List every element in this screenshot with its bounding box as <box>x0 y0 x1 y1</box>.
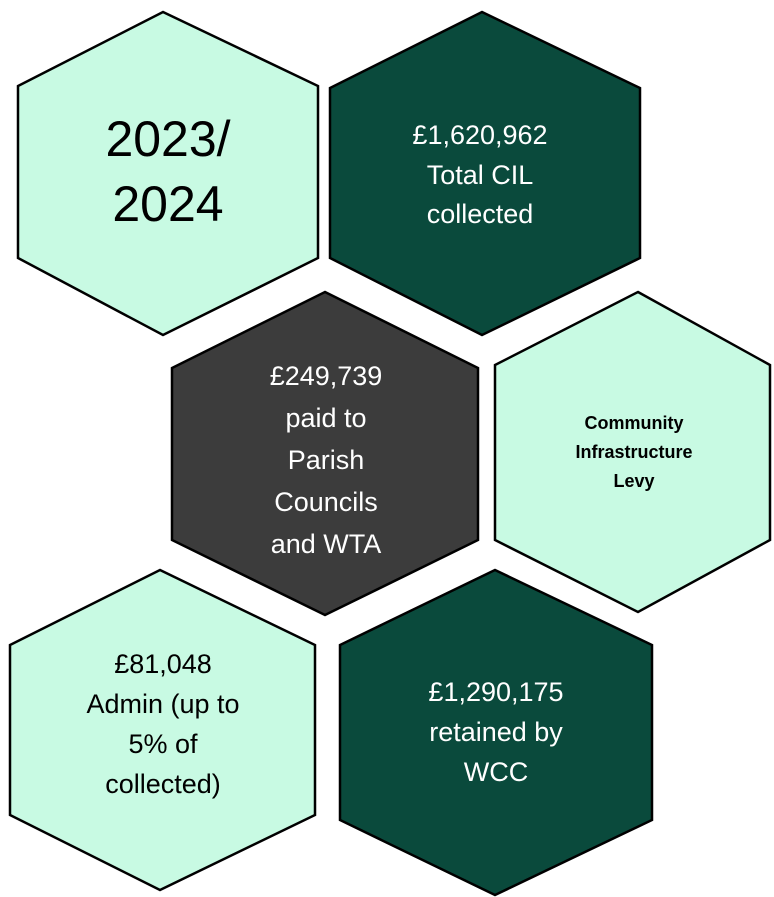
hexagon: £1,290,175 retained by WCC <box>338 568 654 897</box>
hexagon-text: 2024 <box>112 176 223 232</box>
hexagon-text: collected) <box>105 769 221 799</box>
hexagon: £1,620,962 Total CIL collected <box>328 10 642 337</box>
hexagon: £81,048 Admin (up to 5% of collected) <box>8 568 317 892</box>
hexagon-text: £81,048 <box>114 649 212 679</box>
hexagon-text: Admin (up to <box>86 689 239 719</box>
hexagon-shape <box>328 10 642 337</box>
hexagon-shape <box>338 568 654 897</box>
hexagon-text: paid to <box>285 403 366 433</box>
hexagon-text: and WTA <box>271 529 382 559</box>
hexagon-text: 2023/ <box>105 111 230 167</box>
hexagon-text: £249,739 <box>270 361 383 391</box>
hexagon-text: Parish <box>288 445 365 475</box>
hexagon-text: £1,620,962 <box>412 120 547 150</box>
hexagon-shape <box>493 290 772 614</box>
hexagon-text: Total CIL <box>427 160 534 190</box>
hexagon: Community Infrastructure Levy <box>493 290 772 614</box>
hexagon-shape <box>8 568 317 892</box>
hexagon-text: collected <box>427 199 534 229</box>
hexagon-text: Levy <box>613 471 654 491</box>
hexagon: 2023/ 2024 <box>16 10 320 337</box>
hexagon-text: Councils <box>274 487 378 517</box>
hexagon-text: retained by <box>429 717 563 747</box>
hexagon-shape <box>170 290 480 617</box>
hexagon-text: WCC <box>464 757 528 787</box>
hexagon-text: Infrastructure <box>575 442 692 462</box>
hexagon-text: 5% of <box>128 729 198 759</box>
hexagon-text: £1,290,175 <box>428 677 563 707</box>
hexagon-shape <box>16 10 320 337</box>
hexagon: £249,739 paid to Parish Councils and WTA <box>170 290 480 617</box>
hexagon-text: Community <box>585 413 684 433</box>
